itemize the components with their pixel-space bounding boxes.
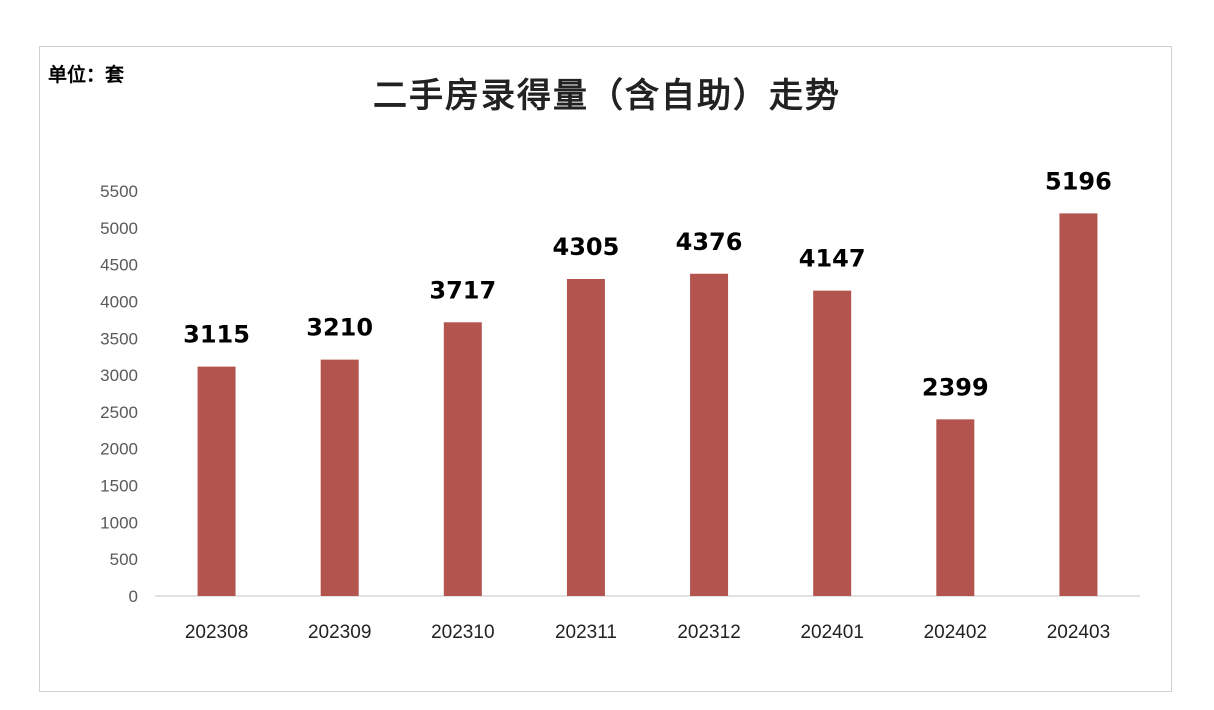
y-tick-label: 0 [129, 587, 138, 606]
x-tick-label: 202312 [677, 622, 740, 643]
y-tick-label: 3500 [100, 329, 138, 348]
x-tick-label: 202310 [431, 622, 494, 643]
y-tick-label: 5500 [100, 182, 138, 201]
bar [320, 359, 359, 596]
data-label: 4305 [553, 233, 620, 261]
x-tick-label: 202308 [185, 622, 248, 643]
data-label: 3115 [183, 321, 250, 349]
bar [1059, 213, 1098, 597]
data-label: 4147 [799, 245, 866, 273]
y-tick-label: 4500 [100, 256, 138, 275]
bar [566, 278, 605, 596]
x-tick-label: 202402 [924, 622, 987, 643]
y-tick-label: 1500 [100, 477, 138, 496]
y-tick-label: 500 [110, 550, 138, 569]
x-tick-label: 202401 [800, 622, 863, 643]
data-label: 5196 [1045, 167, 1112, 195]
data-label: 2399 [922, 373, 989, 401]
x-tick-label: 202403 [1047, 622, 1110, 643]
y-tick-label: 2500 [100, 403, 138, 422]
bar [443, 322, 482, 596]
x-tick-label: 202311 [555, 622, 617, 643]
chart-title: 二手房录得量（含自助）走势 [373, 76, 841, 116]
y-tick-label: 3000 [100, 366, 138, 385]
y-tick-label: 1000 [100, 513, 138, 532]
y-tick-label: 5000 [100, 219, 138, 238]
y-tick-label: 2000 [100, 440, 138, 459]
bar [813, 290, 852, 596]
bar [197, 366, 236, 596]
bar [690, 273, 729, 596]
unit-label: 单位：套 [48, 64, 125, 86]
y-tick-label: 4000 [100, 292, 138, 311]
bar [936, 419, 975, 596]
data-label: 3717 [429, 276, 496, 304]
x-tick-label: 202309 [308, 622, 371, 643]
data-label: 3210 [306, 314, 373, 342]
data-label: 4376 [676, 228, 743, 256]
